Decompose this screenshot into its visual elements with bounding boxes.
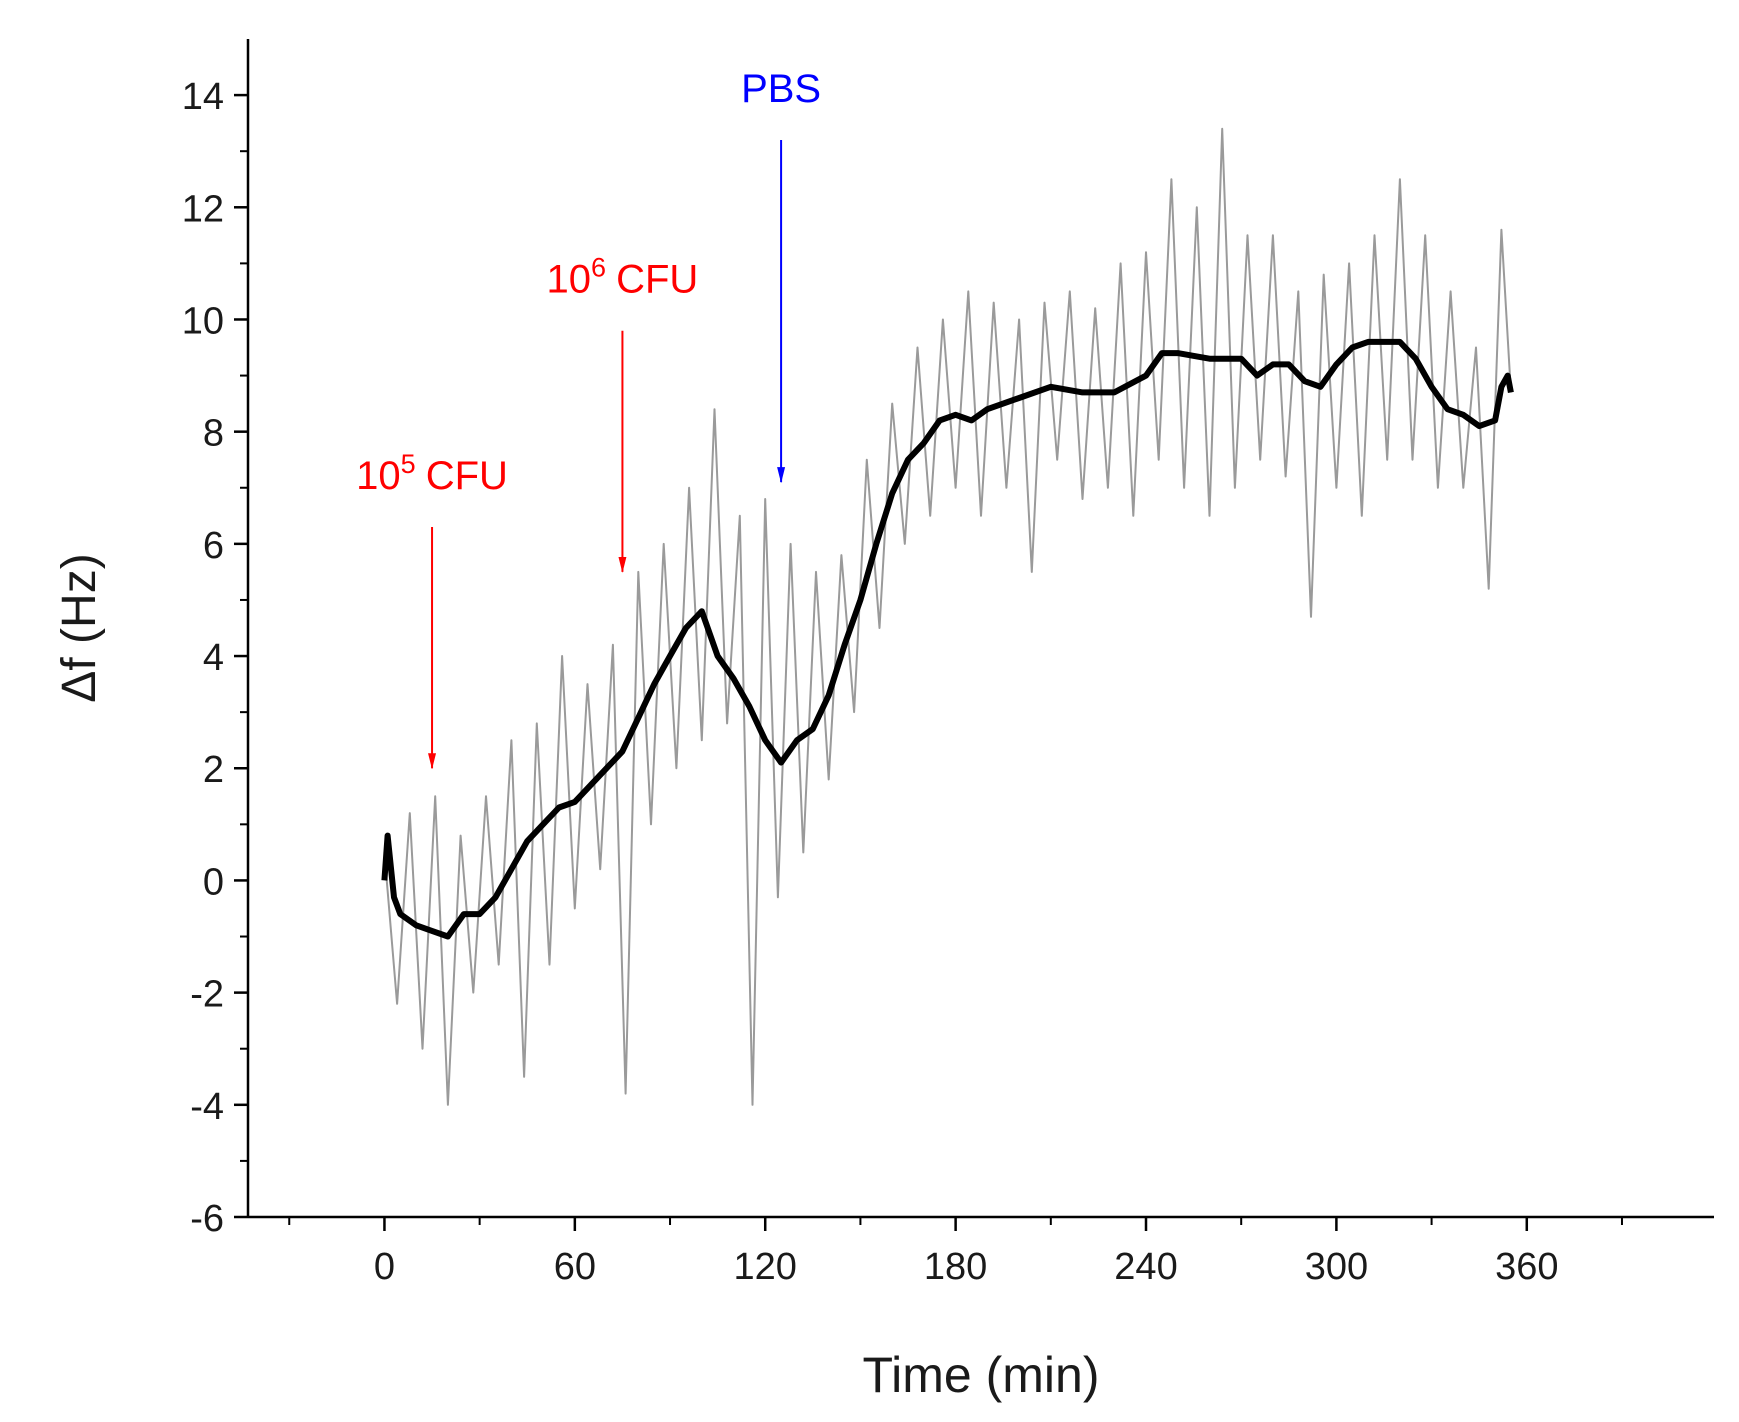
data-line (383, 127, 1512, 1106)
y-tick-label: -6 (190, 1198, 224, 1240)
annotation-label: 106 CFU (547, 253, 699, 302)
x-tick-label: 240 (1114, 1246, 1177, 1288)
y-tick-label: 8 (203, 413, 224, 455)
y-tick-label: 10 (182, 300, 224, 342)
annotation-tail: CFU (616, 258, 698, 302)
annotation-sup: 5 (401, 449, 416, 479)
y-tick-label: 4 (203, 637, 224, 679)
annotation-sup: 6 (591, 253, 606, 283)
y-tick-label: -2 (190, 974, 224, 1016)
y-tick-label: 12 (182, 188, 224, 230)
x-tick-label: 180 (924, 1246, 987, 1288)
x-axis-label: Time (min) (862, 1347, 1099, 1403)
x-tick-label: 0 (374, 1246, 395, 1288)
y-tick-label: 14 (182, 76, 224, 118)
x-tick-label: 120 (734, 1246, 797, 1288)
y-tick-label: 6 (203, 525, 224, 567)
annotation-label: 105 CFU (356, 449, 508, 498)
x-tick-label: 360 (1495, 1246, 1558, 1288)
y-axis-label: Δf (Hz) (53, 553, 106, 702)
data-line (381, 338, 1514, 940)
annotation-base: PBS (741, 67, 821, 111)
annotation-base: 10 (356, 454, 401, 498)
annotation-base: 10 (547, 258, 592, 302)
x-tick-label: 300 (1305, 1246, 1368, 1288)
annotation-tail: CFU (426, 454, 508, 498)
x-tick-label: 60 (554, 1246, 596, 1288)
y-tick-label: -4 (190, 1086, 224, 1128)
annotation-label: PBS (741, 67, 821, 111)
y-tick-label: 2 (203, 749, 224, 791)
y-tick-label: 0 (203, 861, 224, 903)
